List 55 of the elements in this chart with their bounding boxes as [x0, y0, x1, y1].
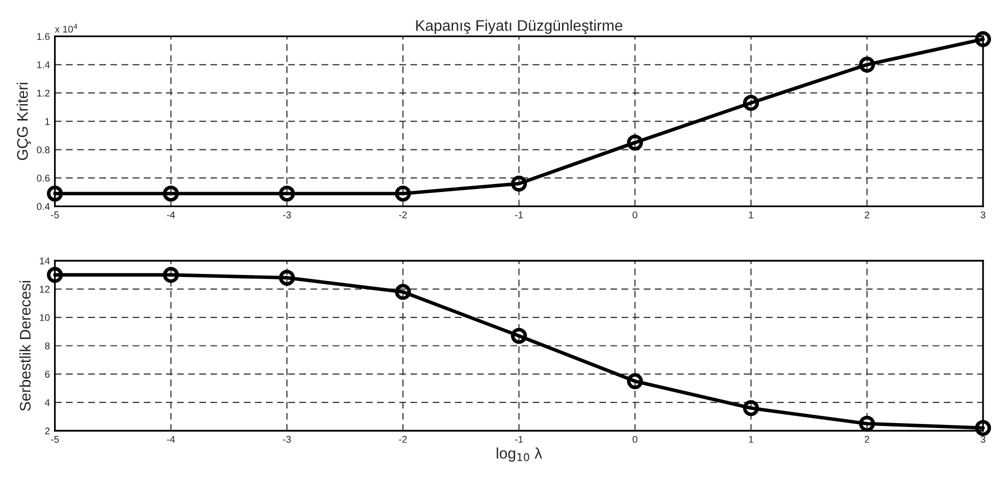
- point: [859, 56, 875, 73]
- x-tick-label: -4: [167, 436, 175, 443]
- x-tick-label: 0: [632, 436, 638, 443]
- point: [743, 94, 759, 111]
- point: [46, 266, 63, 283]
- x-tick-label: 3: [980, 436, 986, 443]
- y-axis-title: GÇG Kriteri: [16, 82, 31, 160]
- y-tick-label: 6: [45, 370, 50, 378]
- point: [626, 134, 643, 151]
- y-tick-label: 2: [45, 427, 50, 434]
- point: [743, 400, 759, 416]
- chart-title: Kapanış Fiyatı Düzgünleştirme: [416, 20, 622, 34]
- y-tick-label: 1.2: [37, 90, 50, 96]
- y-tick-label: 1: [45, 118, 50, 125]
- point: [278, 186, 295, 202]
- x-tick-label: -2: [399, 211, 407, 218]
- x-tick-label: -3: [283, 211, 291, 218]
- x-tick-label: -1: [515, 436, 523, 443]
- x-tick-label: -2: [399, 436, 407, 443]
- point: [510, 176, 527, 192]
- x-tick-label: 1: [749, 436, 754, 443]
- x-tick-label: 1: [749, 212, 754, 218]
- x-axis-title: log$_{10}$ λ: [496, 447, 542, 462]
- point: [975, 31, 992, 48]
- x-tick-label: 0: [632, 211, 638, 218]
- x-tick-label: -5: [51, 212, 59, 218]
- y-tick-label: 1.4: [37, 61, 50, 68]
- y-tick-label: 14: [40, 258, 50, 264]
- x-tick-label: -5: [51, 436, 59, 443]
- point: [859, 416, 875, 432]
- y-tick-label: 8: [45, 342, 50, 350]
- text: x 10$^{4}$: [55, 24, 78, 33]
- x-tick-label: -3: [283, 436, 291, 443]
- point: [162, 186, 179, 202]
- point: [510, 328, 527, 344]
- x-tick-label: -1: [515, 212, 523, 218]
- x-tick-label: -4: [167, 212, 175, 218]
- x-tick-label: 2: [864, 211, 870, 218]
- y-tick-label: 12: [40, 286, 50, 293]
- y-tick-label: 0.6: [36, 174, 50, 182]
- y-tick-label: 0.8: [36, 146, 50, 154]
- y-axis-title: Serbestlik Derecesi: [19, 280, 31, 411]
- x-tick-label: 3: [980, 211, 986, 218]
- point: [394, 186, 411, 202]
- y-tick-label: 10: [40, 314, 50, 322]
- x-tick-label: 2: [864, 436, 870, 443]
- point: [394, 284, 411, 300]
- point: [46, 186, 63, 202]
- y-tick-label: 1.6: [37, 33, 50, 40]
- point: [162, 266, 179, 283]
- point: [975, 420, 992, 436]
- y-tick-label: 0.4: [36, 203, 50, 210]
- point: [626, 373, 643, 390]
- y-tick-label: 4: [44, 399, 50, 406]
- point: [278, 270, 295, 286]
